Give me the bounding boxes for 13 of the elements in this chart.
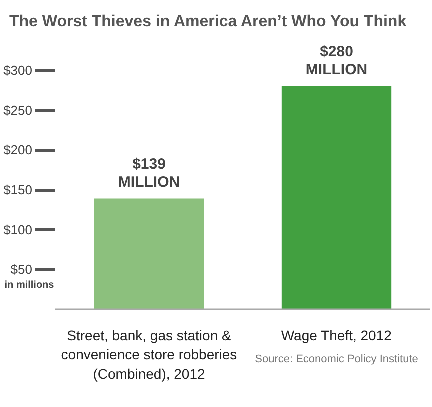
x-tick-label: Street, bank, gas station & convenience store robberies (Combined), 2012: [61, 328, 238, 382]
text: in millions: [4, 280, 55, 292]
y-tick-label: $300: [4, 63, 32, 78]
y-tick-label: $50: [10, 262, 33, 278]
chart-title: The Worst Thieves in America Aren’t Who You Think: [10, 14, 407, 30]
y-tick-label: $250: [4, 102, 32, 118]
y-tick-label: $150: [4, 182, 32, 198]
source-note: Source: Economic Policy Institute: [255, 354, 418, 366]
data-label: $280 MILLION: [306, 44, 368, 78]
y-tick-label: $200: [4, 142, 32, 158]
data-label: $139 MILLION: [118, 156, 180, 191]
y-tick-label: $100: [4, 222, 32, 238]
x-tick-label: Wage Theft, 2012: [281, 328, 392, 344]
